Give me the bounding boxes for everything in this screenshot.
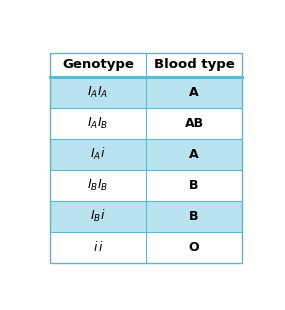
Bar [50,77,146,108]
Bar [50,139,146,170]
Text: B: B [189,210,199,223]
Text: $\mathit{I}_A\mathit{I}_B$: $\mathit{I}_A\mathit{I}_B$ [87,116,109,131]
Bar [146,108,242,139]
Text: A: A [189,148,199,161]
Text: O: O [189,241,200,254]
Bar [146,201,242,232]
Text: $\mathit{i}\,\mathit{i}$: $\mathit{i}\,\mathit{i}$ [93,240,103,254]
Bar [50,232,146,263]
Text: $\mathit{I}_B\mathit{I}_B$: $\mathit{I}_B\mathit{I}_B$ [87,178,109,193]
Bar [50,201,146,232]
Bar [146,232,242,263]
Bar [50,108,146,139]
Text: Blood type: Blood type [154,58,235,71]
Text: AB: AB [185,117,204,130]
Bar [50,53,242,263]
Text: $\mathit{I}_A\mathit{i}$: $\mathit{I}_A\mathit{i}$ [90,146,106,162]
Text: B: B [189,179,199,192]
Bar [146,77,242,108]
Text: $\mathit{I}_B\mathit{i}$: $\mathit{I}_B\mathit{i}$ [90,208,106,224]
Bar [50,170,146,201]
Bar [146,170,242,201]
Bar [146,139,242,170]
Text: Genotype: Genotype [62,58,134,71]
Text: $\mathit{I}_A\mathit{I}_A$: $\mathit{I}_A\mathit{I}_A$ [87,85,109,100]
Bar [50,53,146,77]
Bar [146,53,242,77]
Text: A: A [189,86,199,99]
